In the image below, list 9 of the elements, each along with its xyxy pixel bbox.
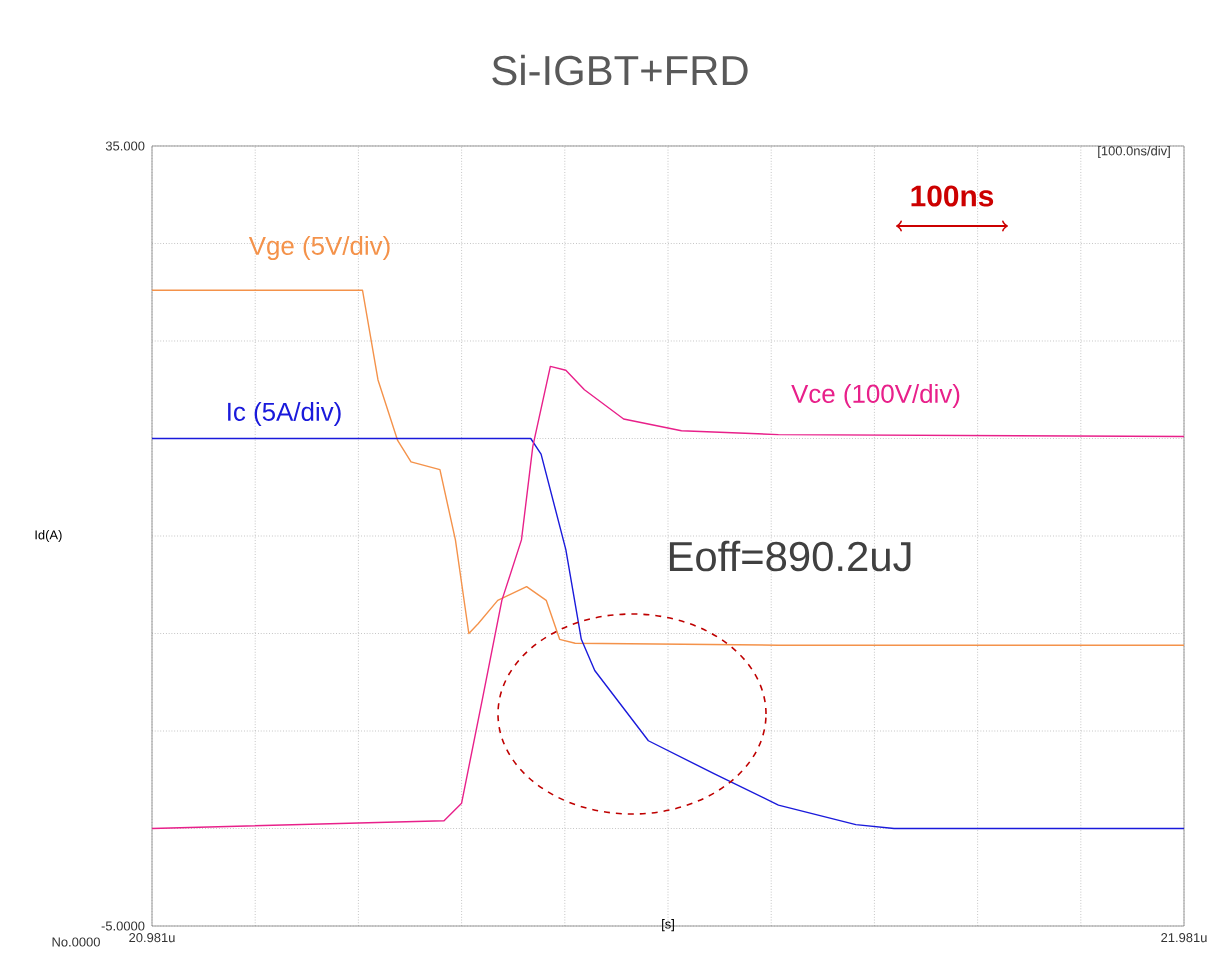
- line-series: [151, 289, 1185, 646]
- series-label: Ic (5A/div): [228, 401, 341, 427]
- series-label: Vce (100V/div): [791, 383, 960, 409]
- line-series: [151, 365, 1185, 830]
- line-series: [151, 437, 1185, 830]
- annotation: Eoff=890.2uJ: [669, 540, 911, 572]
- series-label: Vge (5V/div): [248, 235, 390, 261]
- chart-title: Si-IGBT+FRD: [492, 54, 748, 86]
- annotation: 100ns: [911, 185, 994, 207]
